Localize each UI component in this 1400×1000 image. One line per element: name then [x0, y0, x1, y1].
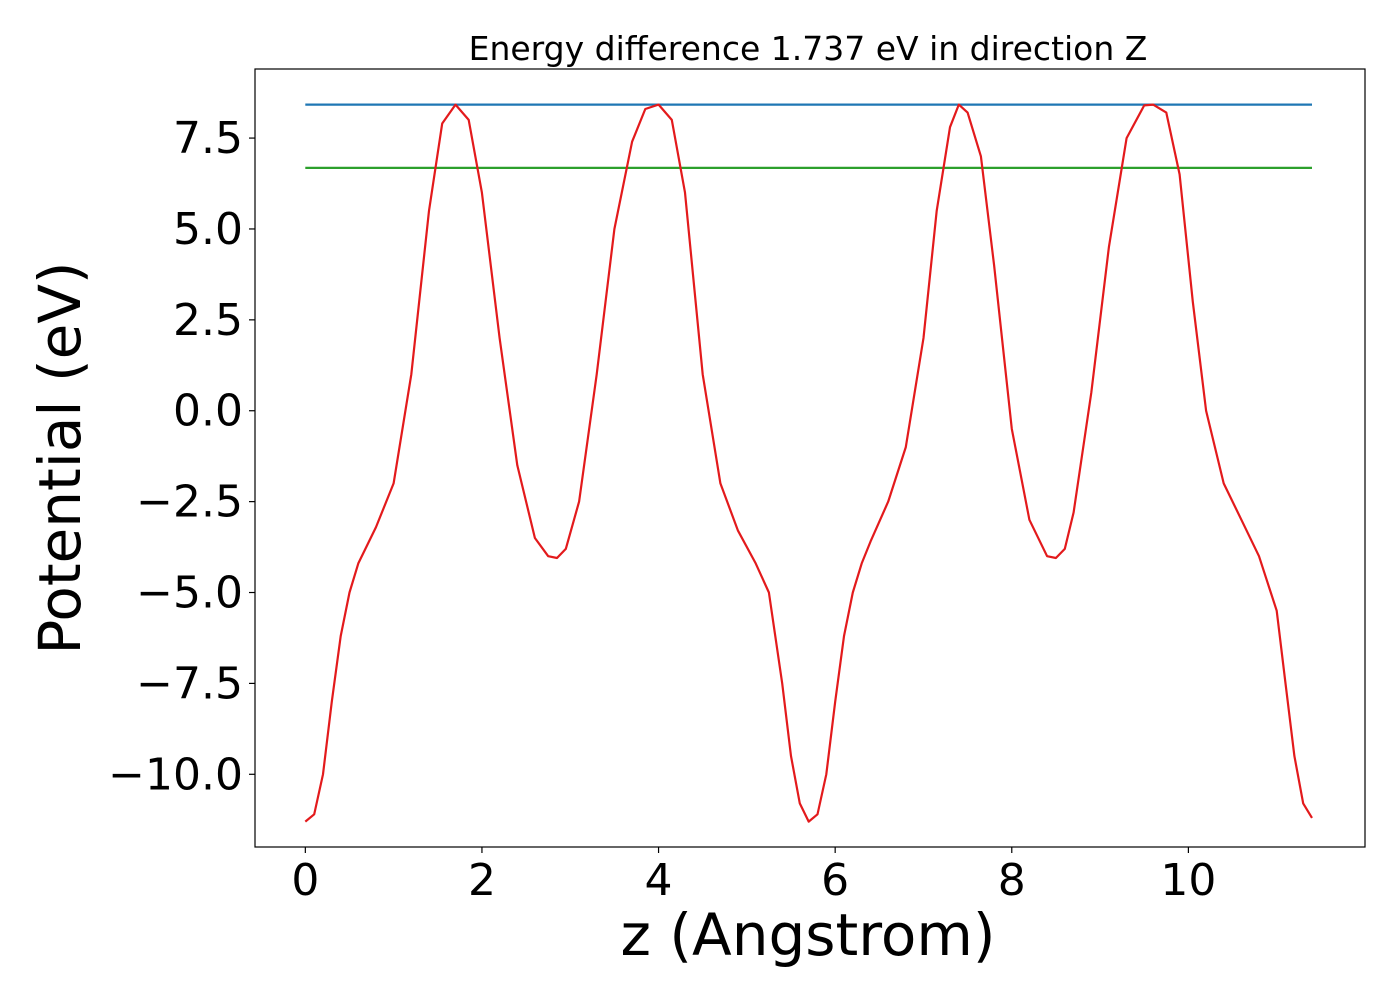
- y-tick-label: 7.5: [173, 113, 243, 164]
- x-tick-label: 2: [468, 855, 496, 906]
- y-tick-label: 5.0: [173, 204, 243, 255]
- y-tick-label: 0.0: [173, 386, 243, 437]
- y-tick-label: 2.5: [173, 295, 243, 346]
- y-tick-label: −2.5: [136, 477, 243, 528]
- chart-title: Energy difference 1.737 eV in direction …: [469, 29, 1148, 68]
- y-axis-label: Potential (eV): [26, 261, 94, 654]
- x-tick-label: 6: [821, 855, 849, 906]
- x-axis-ticks: 0 2 4 6 8 10: [291, 847, 1216, 906]
- y-axis-ticks: −10.0 −7.5 −5.0 −2.5 0.0 2.5 5.0 7.5: [108, 113, 255, 800]
- x-tick-label: 8: [998, 855, 1026, 906]
- plot-frame: [254, 68, 1366, 848]
- series-layer: [304, 103, 1313, 823]
- plot-area: [254, 68, 1366, 848]
- y-tick-label: −10.0: [108, 749, 243, 800]
- y-tick-label: −7.5: [136, 658, 243, 709]
- y-tick-label: −5.0: [136, 568, 243, 619]
- series-line-2: [304, 103, 1313, 823]
- x-tick-label: 4: [645, 855, 673, 906]
- x-tick-label: 10: [1160, 855, 1216, 906]
- x-axis-label: z (Angstrom): [621, 901, 996, 969]
- x-tick-label: 0: [291, 855, 319, 906]
